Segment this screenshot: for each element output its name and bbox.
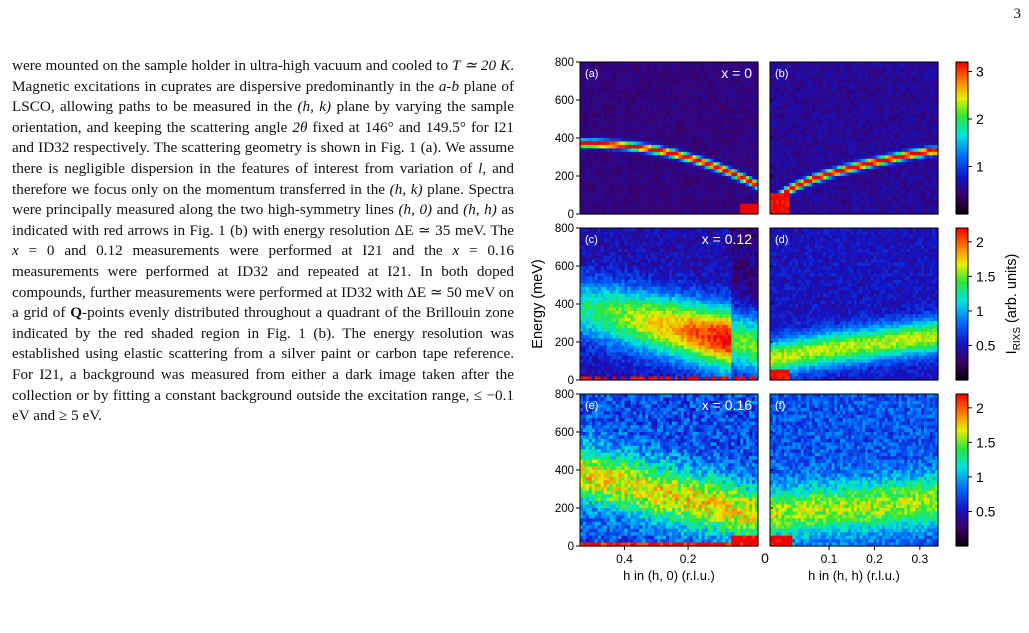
panel-label-e: (e): [585, 400, 598, 412]
y-tick-label: 600: [555, 261, 574, 273]
x-zero-label: 0: [761, 550, 769, 566]
y-tick-label: 0: [568, 209, 574, 221]
x-tick-label: 0.4: [616, 552, 633, 566]
colorbar-tick: 1.5: [976, 268, 996, 284]
x-axis-label-left: h in (h, 0) (r.l.u.): [623, 568, 715, 583]
x-tick-label: 0.3: [911, 552, 928, 566]
colorbar-tick: 2: [976, 111, 984, 127]
y-tick-label: 400: [555, 465, 574, 477]
x-axis-label-right: h in (h, h) (r.l.u.): [808, 568, 900, 583]
x-tick-label: 0.1: [821, 552, 838, 566]
math-inline: (h, 0): [398, 201, 433, 219]
y-tick-label: 0: [568, 375, 574, 387]
y-tick-label: 800: [555, 57, 574, 69]
math-inline: (h, k): [297, 98, 332, 116]
bold-symbol: Q: [70, 304, 83, 322]
doping-label: x = 0.16: [702, 397, 752, 413]
y-axis-label: Energy (meV): [530, 259, 546, 348]
panel-label-b: (b): [775, 68, 788, 80]
panel-label-c: (c): [585, 234, 598, 246]
y-tick-label: 600: [555, 427, 574, 439]
math-inline: (h, k): [389, 180, 423, 198]
body-paragraph: were mounted on the sample holder in ult…: [12, 57, 514, 425]
panel-label-d: (d): [775, 234, 788, 246]
doping-label: x = 0.12: [702, 231, 752, 247]
y-tick-label: 400: [555, 133, 574, 145]
panel-label-f: (f): [775, 400, 785, 412]
math-inline: x: [12, 242, 19, 260]
doping-label: x = 0: [721, 65, 752, 81]
y-tick-label: 200: [555, 503, 574, 515]
colorbar-tick: 1: [976, 469, 984, 485]
colorbar-tick: 0.5: [976, 503, 996, 519]
colorbar-tick: 2: [976, 234, 984, 250]
axes-layer: [576, 61, 972, 550]
colorbar-tick: 1.5: [976, 434, 996, 450]
colorbar-tick: 2: [976, 400, 984, 416]
y-tick-label: 800: [555, 223, 574, 235]
page-number: 3: [1013, 6, 1022, 22]
math-inline: 2θ: [292, 118, 308, 136]
colorbar-tick: 0.5: [976, 337, 996, 353]
colorbar-tick: 1: [976, 159, 984, 175]
colorbar-tick: 1: [976, 303, 984, 319]
heatmap-layer: [580, 62, 968, 547]
y-tick-label: 0: [568, 541, 574, 553]
math-inline: l: [478, 159, 483, 177]
math-inline: T ≃ 20 K: [452, 57, 511, 74]
x-tick-label: 0.2: [866, 552, 883, 566]
y-tick-label: 800: [555, 389, 574, 401]
colorbar-tick: 3: [976, 64, 984, 80]
y-tick-label: 200: [555, 337, 574, 349]
math-inline: x: [452, 242, 460, 260]
math-inline: a-b: [438, 77, 460, 95]
y-tick-label: 600: [555, 95, 574, 107]
y-tick-label: 200: [555, 171, 574, 183]
panel-label-a: (a): [585, 68, 598, 80]
colorbar-label: IRIXS (arb. units): [1004, 254, 1023, 355]
x-tick-label: 0.2: [680, 552, 697, 566]
math-inline: (h, h): [463, 201, 497, 219]
y-tick-label: 400: [555, 299, 574, 311]
